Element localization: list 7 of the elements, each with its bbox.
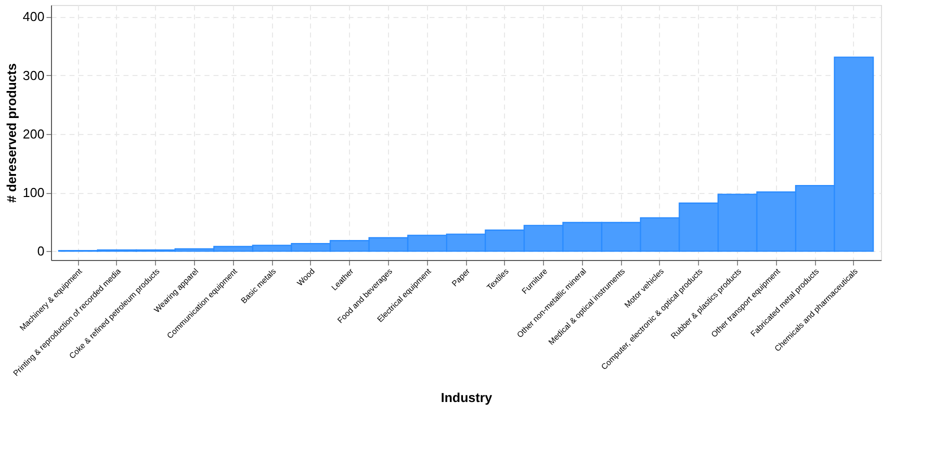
y-tick-label: 400 <box>22 9 44 24</box>
y-tick-label: 100 <box>22 185 44 200</box>
x-axis-title: Industry <box>440 390 493 405</box>
y-axis-title: # dereserved products <box>4 63 19 203</box>
y-tick-label: 200 <box>22 126 44 142</box>
y-tick-label: 0 <box>37 244 44 259</box>
y-tick-label: 300 <box>22 68 44 83</box>
